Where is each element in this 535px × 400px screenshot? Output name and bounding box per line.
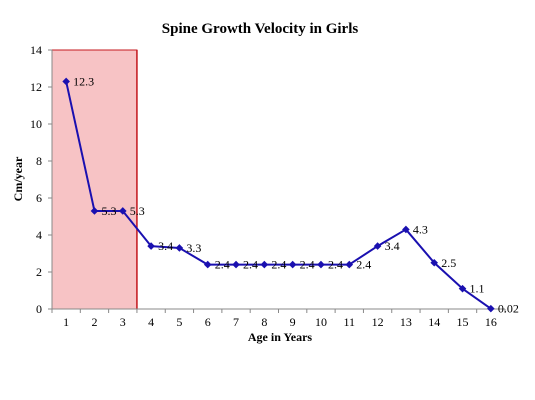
y-tick-label: 4	[36, 228, 42, 242]
x-tick-label: 3	[120, 315, 126, 329]
data-point-marker	[147, 242, 155, 250]
x-tick-label: 9	[290, 315, 296, 329]
y-tick-label: 10	[30, 117, 42, 131]
data-point-marker	[260, 260, 269, 269]
x-tick-label: 12	[372, 315, 384, 329]
x-axis-title: Age in Years	[248, 330, 313, 344]
x-tick-label: 10	[315, 315, 327, 329]
data-label: 3.3	[186, 241, 201, 255]
y-axis-title: Cm/year	[11, 156, 25, 201]
highlight-region-group	[51, 49, 138, 310]
x-tick-label: 8	[261, 315, 267, 329]
x-tick-label: 6	[205, 315, 211, 329]
data-point-marker	[458, 284, 467, 293]
data-labels-group: 12.3 5.3 5.3 3.4 3.3 2.4 2.4 2.4 2.4 2.4 2.4 3.4 4.3…	[73, 74, 519, 315]
data-label: 12.3	[73, 74, 94, 88]
data-label: 5.3	[130, 204, 145, 218]
data-point-marker	[487, 304, 495, 313]
data-label: 5.3	[101, 204, 116, 218]
data-point-marker	[317, 260, 325, 269]
data-point-marker	[62, 77, 70, 86]
data-point-marker	[90, 207, 99, 215]
chart-title: Spine Growth Velocity in Girls	[162, 21, 359, 37]
y-tick-label: 6	[36, 191, 42, 205]
data-label: 4.3	[413, 222, 428, 236]
y-tick-label: 12	[30, 80, 42, 94]
x-tick-label: 15	[457, 315, 469, 329]
y-tick-label: 0	[36, 302, 42, 316]
data-point-marker	[203, 260, 212, 269]
x-tick-label: 5	[176, 315, 182, 329]
x-tick-label: 13	[400, 315, 412, 329]
data-label: 2.4	[328, 258, 343, 272]
y-tick-label: 2	[36, 265, 42, 279]
series-group	[62, 77, 495, 313]
data-point-marker	[402, 225, 410, 234]
x-tick-label: 2	[91, 315, 97, 329]
data-label: 1.1	[470, 282, 485, 296]
x-tick-label: 16	[485, 315, 497, 329]
y-tick-label: 14	[30, 43, 42, 57]
data-label: 0.02	[498, 302, 519, 316]
x-tick-label: 11	[344, 315, 356, 329]
x-tick-label: 4	[148, 315, 154, 329]
series-line	[65, 81, 492, 310]
data-label: 2.4	[215, 258, 230, 272]
data-label: 2.4	[271, 258, 286, 272]
x-tick-label: 1	[63, 315, 69, 329]
data-label: 3.4	[158, 239, 173, 253]
data-point-marker	[345, 260, 354, 269]
data-point-marker	[288, 260, 297, 269]
data-label: 2.5	[441, 256, 456, 270]
data-label: 2.4	[243, 258, 258, 272]
x-tick-label: 14	[428, 315, 440, 329]
highlight-region	[51, 49, 138, 310]
data-point-marker	[232, 260, 240, 269]
data-label: 2.4	[300, 258, 315, 272]
data-point-marker	[175, 244, 184, 252]
data-label: 2.4	[356, 258, 371, 272]
data-label: 3.4	[385, 239, 400, 253]
x-tick-label: 7	[233, 315, 239, 329]
y-tick-label: 8	[36, 154, 42, 168]
data-point-marker	[118, 207, 127, 215]
data-point-marker	[430, 258, 439, 267]
data-point-marker	[373, 242, 382, 250]
